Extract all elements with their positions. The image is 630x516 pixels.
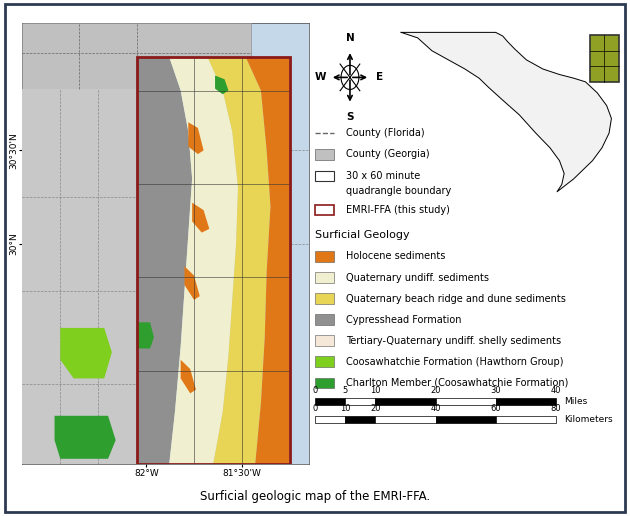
Bar [590, 35, 619, 82]
Bar [496, 416, 556, 423]
Text: S: S [346, 112, 353, 122]
Text: Cypresshead Formation: Cypresshead Formation [346, 315, 462, 325]
Bar [315, 335, 335, 346]
Bar [315, 314, 335, 325]
Bar [315, 272, 335, 283]
Text: Miles: Miles [564, 396, 587, 406]
Polygon shape [215, 75, 229, 94]
Text: Coosawhatchie Formation (Hawthorn Group): Coosawhatchie Formation (Hawthorn Group) [346, 357, 564, 367]
Text: E: E [375, 72, 383, 83]
Text: Surficial Geology: Surficial Geology [315, 231, 410, 240]
Bar [315, 378, 335, 388]
Polygon shape [188, 122, 203, 154]
Polygon shape [137, 57, 192, 464]
Bar [375, 416, 436, 423]
Text: N: N [346, 33, 354, 43]
Text: County (Florida): County (Florida) [346, 127, 425, 138]
Polygon shape [401, 33, 612, 192]
Polygon shape [181, 360, 196, 393]
Bar [315, 293, 335, 304]
Polygon shape [137, 322, 154, 348]
Text: 20: 20 [430, 386, 441, 395]
Polygon shape [55, 416, 116, 459]
Polygon shape [22, 89, 137, 464]
Text: County (Georgia): County (Georgia) [346, 149, 430, 159]
Bar [496, 397, 556, 405]
Bar [315, 357, 335, 367]
Text: 10: 10 [370, 386, 381, 395]
Bar [375, 397, 436, 405]
Text: 80: 80 [551, 404, 561, 413]
Text: 30: 30 [491, 386, 501, 395]
Polygon shape [207, 57, 270, 464]
Bar [345, 416, 375, 423]
Text: 20: 20 [370, 404, 381, 413]
Text: Quaternary undiff. sediments: Quaternary undiff. sediments [346, 272, 489, 283]
Text: 0: 0 [312, 404, 318, 413]
Bar [315, 149, 335, 159]
Text: 30 x 60 minute: 30 x 60 minute [346, 171, 420, 181]
Polygon shape [192, 203, 209, 233]
Text: 10: 10 [340, 404, 351, 413]
Text: 0: 0 [312, 386, 318, 395]
Text: Surficial geologic map of the EMRI-FFA.: Surficial geologic map of the EMRI-FFA. [200, 490, 430, 503]
Polygon shape [169, 57, 238, 464]
Bar [315, 205, 335, 215]
Bar [315, 416, 345, 423]
Bar [315, 171, 335, 182]
Text: W: W [315, 72, 326, 83]
Text: Kilometers: Kilometers [564, 415, 612, 424]
Text: Holocene sediments: Holocene sediments [346, 251, 445, 262]
Bar [315, 397, 345, 405]
Polygon shape [246, 57, 290, 464]
Text: 40: 40 [430, 404, 441, 413]
Polygon shape [60, 328, 112, 378]
Text: 60: 60 [491, 404, 501, 413]
Bar [315, 251, 335, 262]
Text: 40: 40 [551, 386, 561, 395]
Bar [436, 397, 496, 405]
Polygon shape [22, 23, 251, 89]
Text: Quaternary beach ridge and dune sediments: Quaternary beach ridge and dune sediment… [346, 294, 566, 303]
Text: Tertiary-Quaternary undiff. shelly sediments: Tertiary-Quaternary undiff. shelly sedim… [346, 336, 561, 346]
Bar [137, 57, 290, 464]
Text: EMRI-FFA (this study): EMRI-FFA (this study) [346, 205, 450, 215]
Polygon shape [185, 266, 200, 300]
Text: Charlton Member (Coosawhatchie Formation): Charlton Member (Coosawhatchie Formation… [346, 378, 568, 388]
Text: 5: 5 [343, 386, 348, 395]
Bar [436, 416, 496, 423]
Bar [345, 397, 375, 405]
Text: quadrangle boundary: quadrangle boundary [346, 186, 452, 196]
